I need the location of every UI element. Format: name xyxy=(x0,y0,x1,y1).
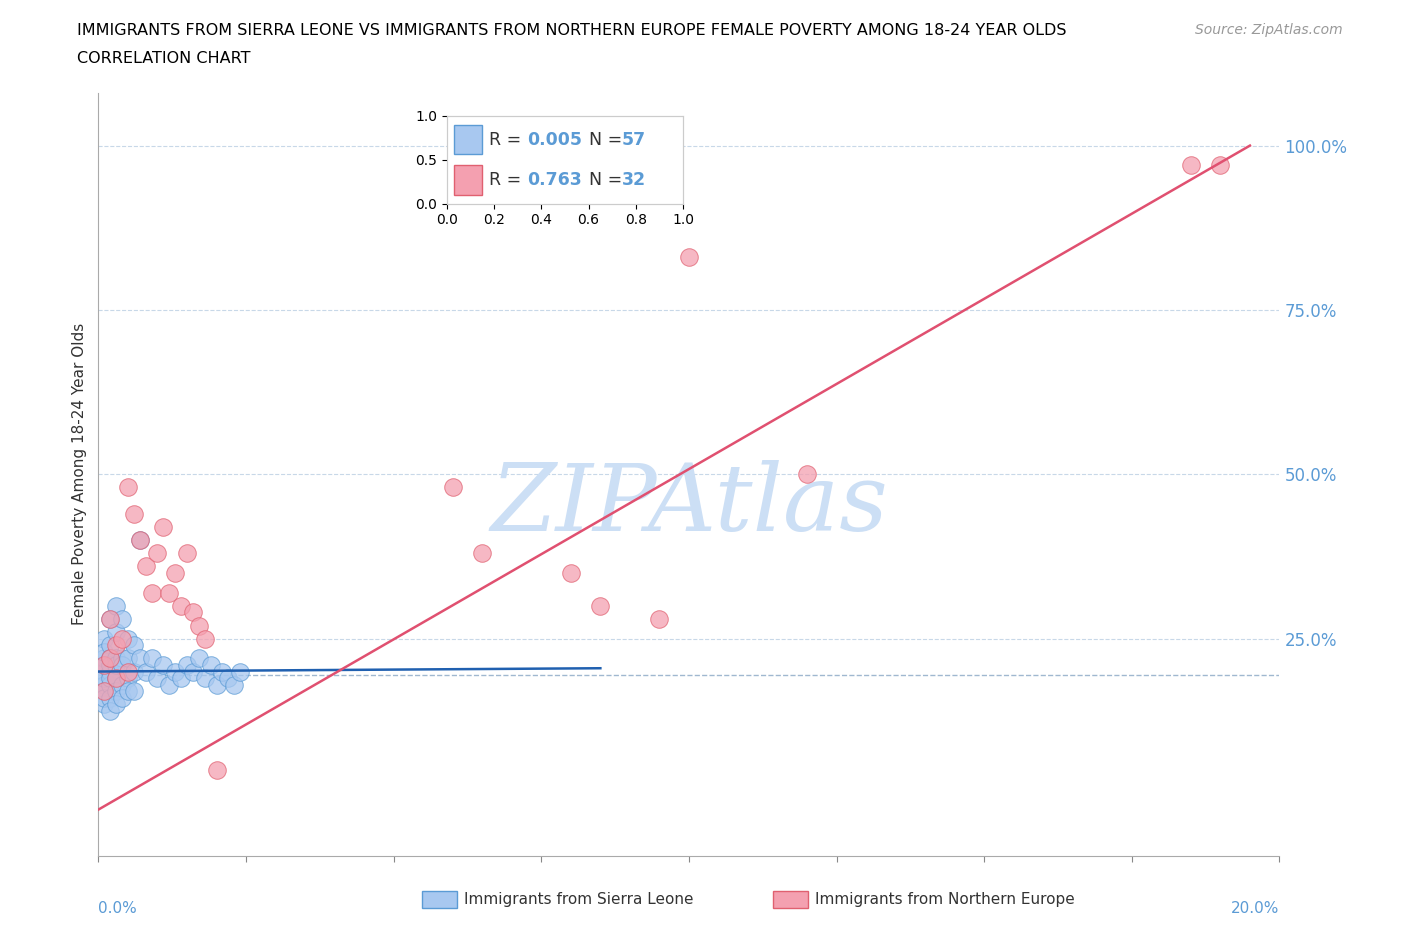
Text: Immigrants from Northern Europe: Immigrants from Northern Europe xyxy=(815,892,1076,907)
Point xyxy=(170,671,193,685)
Point xyxy=(105,658,128,672)
Point xyxy=(105,684,128,698)
Point xyxy=(111,690,134,705)
Point xyxy=(194,631,217,646)
Text: ZIPAtlas: ZIPAtlas xyxy=(491,459,887,550)
Point xyxy=(117,684,139,698)
Point xyxy=(105,697,128,711)
Point xyxy=(93,684,115,698)
Text: IMMIGRANTS FROM SIERRA LEONE VS IMMIGRANTS FROM NORTHERN EUROPE FEMALE POVERTY A: IMMIGRANTS FROM SIERRA LEONE VS IMMIGRAN… xyxy=(77,23,1067,38)
Point xyxy=(117,664,139,679)
Point xyxy=(211,664,233,679)
Point xyxy=(135,559,157,574)
Point xyxy=(205,677,228,692)
Point xyxy=(187,651,209,666)
Point xyxy=(111,612,134,627)
Point xyxy=(117,480,139,495)
Point xyxy=(93,658,115,672)
Point xyxy=(165,664,187,679)
Point xyxy=(176,658,198,672)
Text: 0.0%: 0.0% xyxy=(98,901,138,916)
Text: Source: ZipAtlas.com: Source: ZipAtlas.com xyxy=(1195,23,1343,37)
Point xyxy=(181,604,204,619)
Point xyxy=(105,625,128,640)
Point xyxy=(200,658,222,672)
Point xyxy=(122,638,145,653)
Point xyxy=(141,651,163,666)
Point xyxy=(648,612,671,627)
Point xyxy=(170,598,193,613)
Point xyxy=(93,664,115,679)
Point xyxy=(98,671,121,685)
Point xyxy=(128,533,150,548)
Point xyxy=(152,658,174,672)
Point xyxy=(111,677,134,692)
Point xyxy=(117,671,139,685)
Point xyxy=(111,658,134,672)
Point xyxy=(205,763,228,777)
Point xyxy=(93,677,115,692)
Point xyxy=(128,651,150,666)
Point xyxy=(93,658,115,672)
Point xyxy=(98,638,121,653)
Point xyxy=(111,631,134,646)
Point xyxy=(194,671,217,685)
Point xyxy=(146,671,169,685)
Point xyxy=(93,684,115,698)
Point xyxy=(93,644,115,659)
Point xyxy=(135,664,157,679)
Point xyxy=(441,480,464,495)
Point xyxy=(117,651,139,666)
Point xyxy=(122,506,145,521)
Point xyxy=(93,671,115,685)
Point xyxy=(122,684,145,698)
Point xyxy=(98,664,121,679)
Point xyxy=(93,690,115,705)
Point xyxy=(105,651,128,666)
Point xyxy=(224,677,246,692)
Point xyxy=(157,585,180,600)
Point xyxy=(165,565,187,580)
Point xyxy=(105,598,128,613)
Point xyxy=(117,631,139,646)
Point xyxy=(796,467,818,482)
Point xyxy=(98,651,121,666)
Point xyxy=(217,671,239,685)
Point xyxy=(98,703,121,718)
Text: 20.0%: 20.0% xyxy=(1232,901,1279,916)
Y-axis label: Female Poverty Among 18-24 Year Olds: Female Poverty Among 18-24 Year Olds xyxy=(72,324,87,626)
Point xyxy=(98,651,121,666)
Point xyxy=(128,533,150,548)
Point xyxy=(105,638,128,653)
Point xyxy=(93,697,115,711)
Point xyxy=(111,651,134,666)
Point xyxy=(589,598,612,613)
Point xyxy=(560,565,582,580)
Point xyxy=(229,664,252,679)
Point xyxy=(176,546,198,561)
Point xyxy=(98,658,121,672)
Point xyxy=(122,664,145,679)
Point xyxy=(152,520,174,535)
Text: CORRELATION CHART: CORRELATION CHART xyxy=(77,51,250,66)
Point xyxy=(181,664,204,679)
Point xyxy=(105,671,128,685)
Point xyxy=(98,677,121,692)
Point xyxy=(471,546,494,561)
Point xyxy=(1209,158,1232,173)
Point xyxy=(146,546,169,561)
Point xyxy=(93,651,115,666)
Point xyxy=(93,631,115,646)
Point xyxy=(105,671,128,685)
Point xyxy=(98,690,121,705)
Text: Immigrants from Sierra Leone: Immigrants from Sierra Leone xyxy=(464,892,693,907)
Point xyxy=(141,585,163,600)
Point xyxy=(98,612,121,627)
Point xyxy=(157,677,180,692)
Point xyxy=(678,250,700,265)
Point xyxy=(187,618,209,633)
Point xyxy=(1180,158,1202,173)
Point xyxy=(98,612,121,627)
